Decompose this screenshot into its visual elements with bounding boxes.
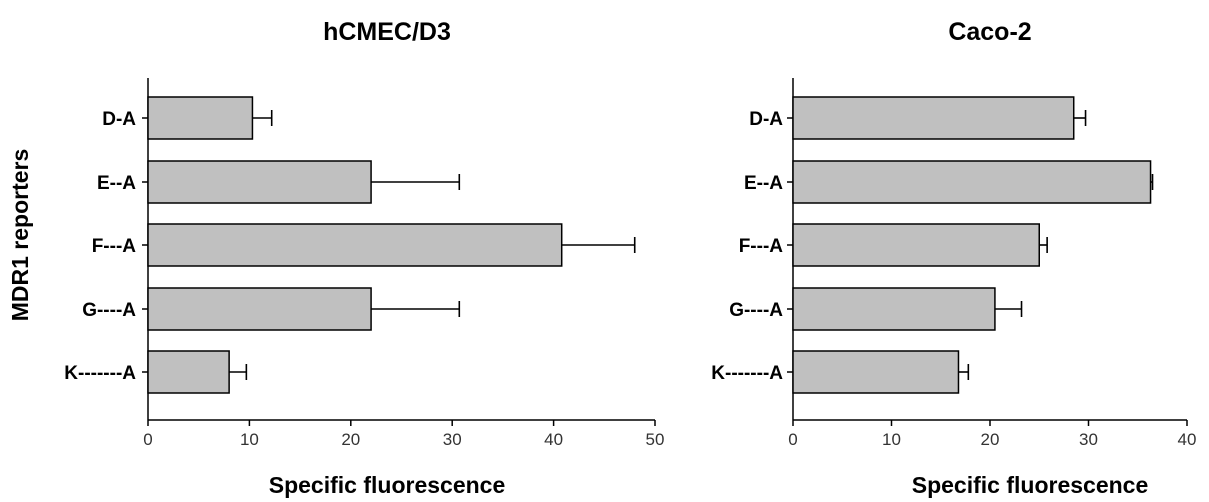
- panel-2-bar: [792, 350, 960, 394]
- panel-1-category-label: G----A: [82, 300, 136, 321]
- panel-1-category-label: E--A: [97, 173, 136, 194]
- panel-2-x-tick-label: 10: [882, 430, 901, 449]
- y-axis-label: MDR1 reporters: [7, 149, 33, 322]
- panel-2-category-label: F---A: [739, 236, 784, 257]
- panel-1-x-tick-label: 50: [646, 430, 665, 449]
- panel-1-x-tick-label: 20: [341, 430, 360, 449]
- panel-1-x-axis-label: Specific fluorescence: [269, 472, 506, 498]
- panel-2-x-tick-label: 0: [788, 430, 797, 449]
- panel-2-bar: [792, 96, 1075, 140]
- panel-1-x-tick-label: 0: [143, 430, 152, 449]
- panel-2-bar: [792, 160, 1152, 204]
- panel-2-category-label: E--A: [744, 173, 783, 194]
- panel-2-category-label: D-A: [749, 109, 783, 130]
- panel-1-bar: [147, 287, 372, 331]
- panel-2-x-axis-label: Specific fluorescence: [912, 472, 1149, 498]
- panel-2-category-label: K-------A: [711, 363, 783, 384]
- panel-1-x-tick-label: 40: [544, 430, 563, 449]
- panel-1-bar: [147, 160, 372, 204]
- panel-1-bar: [147, 223, 563, 267]
- panel-1-bar: [147, 96, 254, 140]
- panel-2-bar: [792, 223, 1040, 267]
- panel-2-x-tick-label: 30: [1079, 430, 1098, 449]
- panel-1-bar: [147, 350, 230, 394]
- panel-1-title: hCMEC/D3: [323, 18, 451, 46]
- panel-1-x-tick-label: 30: [443, 430, 462, 449]
- panel-1-category-label: F---A: [92, 236, 137, 257]
- panel-1-x-tick-label: 10: [240, 430, 259, 449]
- panel-2-x-tick-label: 20: [981, 430, 1000, 449]
- panel-1-category-label: K-------A: [64, 363, 136, 384]
- panel-2-bar: [792, 287, 996, 331]
- panel-2-x-tick-label: 40: [1178, 430, 1197, 449]
- panel-1-category-label: D-A: [102, 109, 136, 130]
- panel-2-category-label: G----A: [729, 300, 783, 321]
- panel-2-title: Caco-2: [948, 18, 1031, 46]
